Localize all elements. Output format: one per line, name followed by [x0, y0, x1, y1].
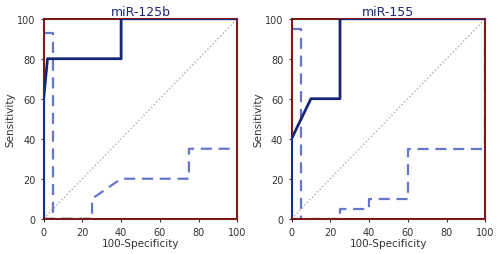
Title: miR-155: miR-155 — [362, 6, 414, 19]
Y-axis label: Sensitivity: Sensitivity — [6, 92, 16, 147]
X-axis label: 100-Specificity: 100-Specificity — [350, 239, 427, 248]
X-axis label: 100-Specificity: 100-Specificity — [102, 239, 179, 248]
Y-axis label: Sensitivity: Sensitivity — [254, 92, 264, 147]
Title: miR-125b: miR-125b — [110, 6, 170, 19]
